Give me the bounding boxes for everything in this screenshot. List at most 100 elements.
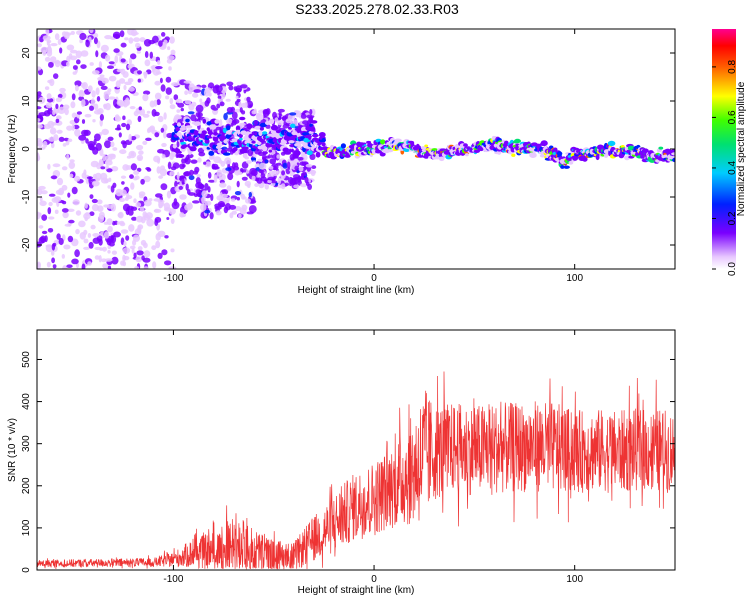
spectrogram-noise-blob [184,204,192,211]
spectrogram-noise-blob [204,100,210,107]
spectrogram-ridge-blob [671,148,675,154]
spectrogram-noise-blob [108,96,116,100]
spectrogram-ridge-blob [571,155,579,160]
spectrogram-noise-blob [153,99,158,107]
spectrogram-ridge-blob [504,140,509,146]
spectrogram-ridge-blob [265,142,273,148]
spectrogram-ridge-blob [259,126,264,131]
spectrogram-noise-blob [156,166,161,174]
spectrogram-noise-blob [199,98,203,103]
spectrogram-noise-blob [83,169,87,176]
spectrogram-noise-blob [138,150,144,155]
spectrogram-ridge-blob [202,118,207,124]
spectrogram-ridge-blob [232,147,238,152]
spectrogram-noise-blob [240,193,246,200]
spectrogram-ridge-blob [242,153,248,159]
spectrogram-noise-blob [120,237,125,245]
spectrogram-noise-blob [80,64,87,69]
spectrogram-ridge-blob [239,148,248,154]
spectrogram-noise-blob [193,89,202,93]
spectrogram-noise-blob [107,88,112,93]
spectrogram-noise-blob [302,120,309,125]
colorbar-tick-label: 0.6 [727,110,738,124]
spectrogram-ridge-blob [214,119,220,124]
spectrogram-noise-blob [142,113,150,118]
spectrogram-noise-blob [208,179,216,183]
spectrogram-noise-blob [226,185,232,192]
spectrogram-noise-blob [168,266,177,269]
spectrogram-noise-blob [246,96,251,102]
spectrogram-noise-blob [125,235,130,241]
spectrogram-noise-blob [255,113,264,121]
spectrogram-noise-blob [58,237,64,246]
spectrogram-noise-blob [178,185,183,190]
spectrogram-ridge-blob [306,150,313,156]
spectrogram-noise-blob [119,30,125,38]
spectrogram-noise-blob [149,100,155,108]
spectrogram-noise-blob [114,220,118,225]
spectrogram-ridge-blob [340,143,346,149]
spectrogram-noise-blob [255,177,260,182]
spectrogram-noise-blob [241,176,248,181]
spectrogram-noise-blob [76,111,82,115]
spectrogram-noise-blob [102,263,108,269]
spectrogram-noise-blob [67,208,75,212]
spectrogram-noise-blob [176,140,180,148]
spectrogram-noise-blob [154,132,160,138]
spectrogram-noise-blob [38,112,47,117]
spectrogram-noise-blob [129,106,136,110]
spectrogram-noise-blob [170,248,175,253]
spectrogram-noise-blob [189,169,194,176]
spectrogram-noise-blob [103,92,110,100]
spectrogram-noise-blob [56,233,61,240]
spectrogram-ridge-blob [213,131,219,136]
spectrogram-noise-blob [166,217,170,220]
spectrogram-noise-blob [75,84,79,92]
spectrogram-noise-blob [153,198,161,202]
spectrogram-noise-blob [161,142,167,148]
spectrogram-noise-blob [192,200,200,204]
spectrogram-noise-blob [127,29,135,36]
spectrogram-noise-blob [37,106,42,110]
spectrogram-noise-blob [66,44,75,51]
spectrogram-noise-blob [218,182,227,188]
spectrogram-noise-blob [217,95,222,99]
spectrogram-ridge-blob [309,126,316,132]
spectrogram-noise-blob [234,191,242,196]
spectrogram-ridge-blob [529,152,537,158]
spectrogram-noise-blob [204,200,212,206]
spectrogram-noise-blob [137,78,141,83]
spectrogram-noise-blob [70,101,76,109]
spectrogram-noise-blob [151,245,157,251]
spectrogram-noise-blob [45,244,53,248]
spectrogram-noise-blob [228,204,237,210]
spectrogram-noise-blob [80,99,86,107]
spectrogram-noise-blob [98,61,102,69]
colorbar-tick-label: 0.4 [727,161,738,175]
spectrogram-noise-blob [61,166,68,171]
spectrogram-noise-blob [100,85,108,90]
spectrogram-noise-blob [128,86,135,92]
spectrogram-ridge-blob [307,134,312,140]
spectrogram-noise-blob [85,39,90,48]
spectrogram-noise-blob [143,71,148,76]
spectrogram-noise-blob [38,225,44,229]
spectrogram-noise-blob [75,210,82,216]
spectrogram-noise-blob [163,202,171,211]
spectrogram-noise-blob [66,61,70,67]
spectrogram-noise-blob [121,122,127,128]
spectrogram-noise-blob [170,218,175,225]
spectrogram-ridge-blob [438,156,445,162]
spectrogram-noise-blob [129,245,136,250]
spectrogram-noise-blob [120,68,126,75]
spectrogram-noise-blob [95,50,99,58]
snr-ytick-label: 300 [21,435,32,452]
spectrogram-noise-blob [289,182,293,187]
spectrogram-noise-blob [149,51,153,59]
spectrogram-noise-blob [212,166,220,170]
spectrogram-noise-blob [281,170,286,176]
spectrogram-noise-blob [229,212,234,219]
colorbar-tick-label: 0.8 [727,60,738,74]
spectrogram-noise-blob [187,189,191,195]
spectrogram-noise-blob [37,91,42,96]
